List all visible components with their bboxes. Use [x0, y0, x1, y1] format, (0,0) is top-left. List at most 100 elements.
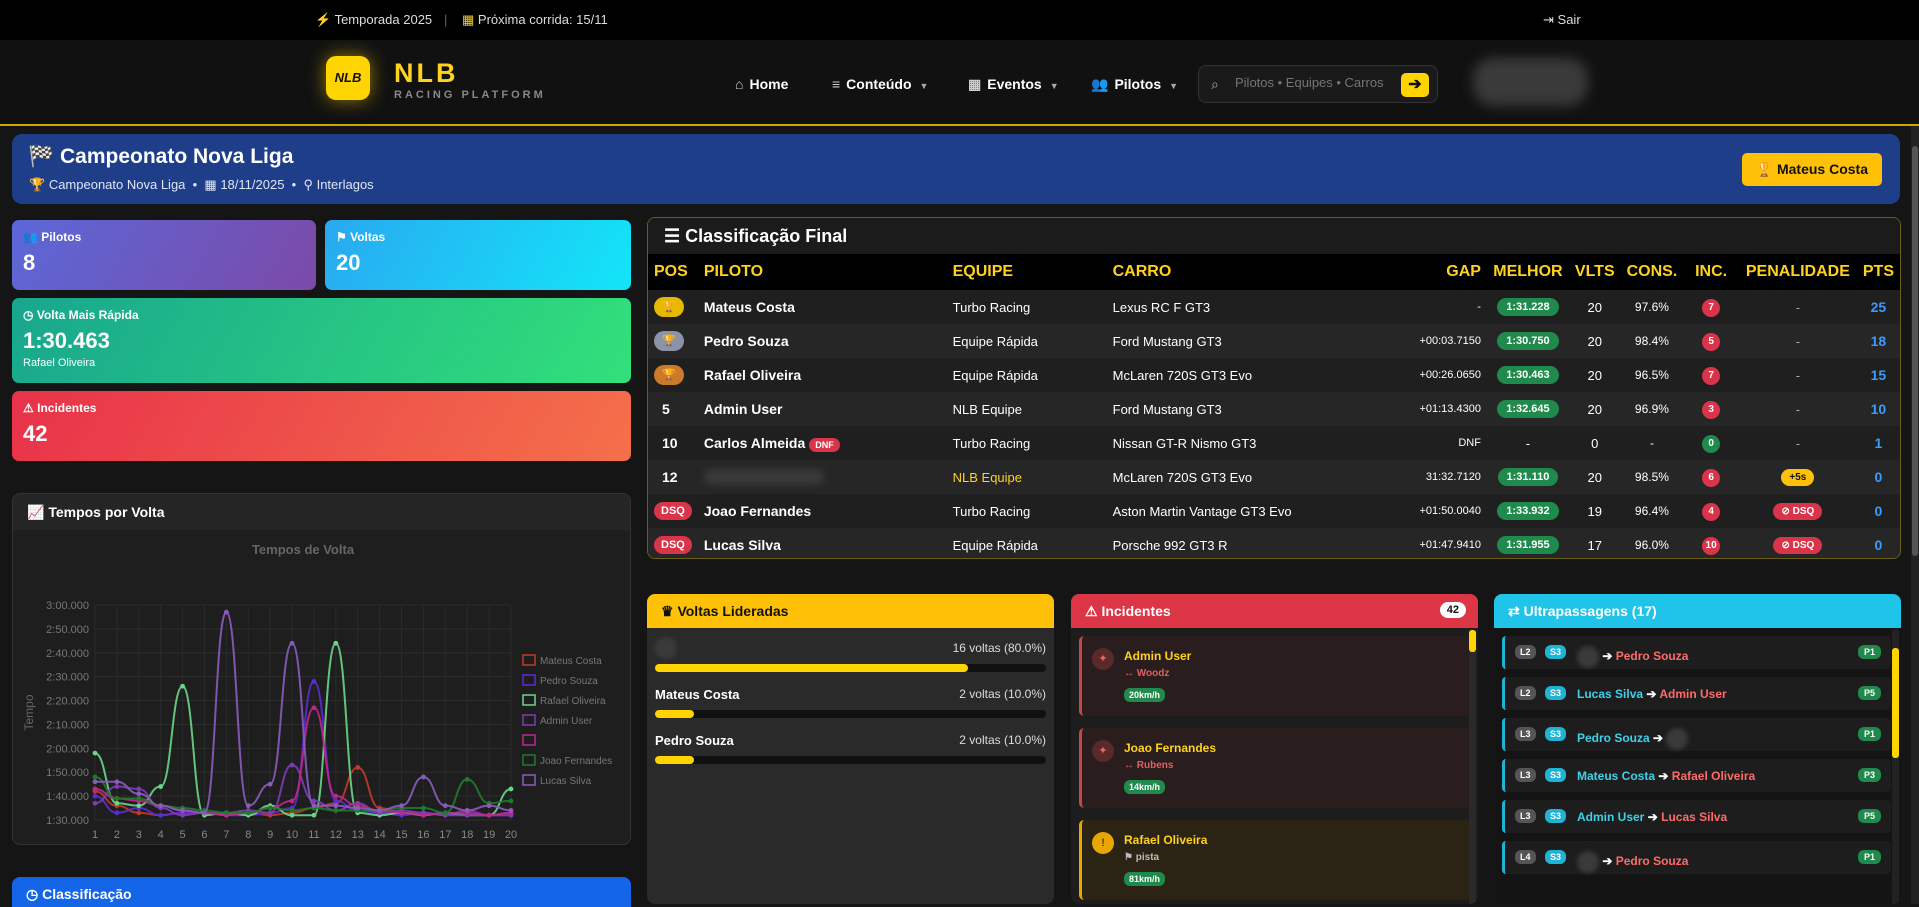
pos-value: 5	[662, 401, 670, 417]
col-inc[interactable]: INC.	[1683, 254, 1739, 290]
incident-item[interactable]: ✦ Joao Fernandes ↔ Rubens 14km/h	[1079, 728, 1470, 808]
overtake-lap: L4	[1515, 850, 1536, 864]
laps-led-title: Voltas Lideradas	[677, 603, 789, 619]
col-gap[interactable]: GAP	[1411, 254, 1487, 290]
scrollbar-thumb[interactable]	[1469, 630, 1476, 652]
col-pos[interactable]: POS	[648, 254, 698, 290]
pos-value: 12	[662, 469, 678, 485]
overtake-item[interactable]: L2 S3 ➔ Pedro Souza P1	[1502, 636, 1891, 669]
col-car[interactable]: CARRO	[1106, 254, 1412, 290]
table-row[interactable]: 5 Admin User NLB Equipe Ford Mustang GT3…	[648, 392, 1900, 426]
col-penalty[interactable]: PENALIDADE	[1738, 254, 1857, 290]
y-tick-label: 2:40.000	[46, 648, 89, 660]
data-point	[399, 803, 404, 809]
cell-laps: 20	[1568, 290, 1621, 324]
brand-name[interactable]: NLB	[394, 58, 459, 88]
winner-badge[interactable]: 🏆 Mateus Costa	[1741, 153, 1882, 186]
best-lap: 1:32.645	[1497, 400, 1559, 418]
table-row[interactable]: 🏆 Rafael Oliveira Equipe Rápida McLaren …	[648, 358, 1900, 392]
col-laps[interactable]: VLTS	[1568, 254, 1621, 290]
data-point	[245, 803, 251, 809]
cell-driver: Rafael Oliveira	[697, 358, 947, 392]
table-row[interactable]: DSQ Joao Fernandes Turbo Racing Aston Ma…	[648, 494, 1900, 528]
nav-content[interactable]: ≡ Conteúdo ▼	[832, 76, 928, 92]
best-lap: 1:33.932	[1497, 502, 1559, 520]
event-meta: 🏆 Campeonato Nova Liga • ▦ 18/11/2025 • …	[29, 177, 374, 192]
brand-logo[interactable]: NLB	[326, 56, 370, 100]
overtake-item[interactable]: L4 S3 ➔ Pedro Souza P1	[1502, 841, 1891, 874]
incidents-scrollbar[interactable]	[1469, 630, 1476, 904]
cell-driver: Mateus Costa	[697, 290, 947, 324]
y-tick-label: 2:50.000	[46, 624, 89, 636]
data-point	[289, 798, 295, 804]
nav-events[interactable]: ▦ Eventos ▼	[968, 76, 1059, 93]
incident-item[interactable]: ✦ Admin User ↔ Woodz 20km/h	[1079, 636, 1470, 716]
driver-avatar-redacted	[655, 637, 677, 659]
x-tick-label: 2	[114, 829, 120, 841]
col-driver[interactable]: PILOTO	[697, 254, 947, 290]
scrollbar-thumb[interactable]	[1892, 648, 1899, 758]
stat-laps: ⚑ Voltas 20	[325, 220, 631, 290]
cell-best: 1:31.955	[1486, 528, 1569, 558]
lap-times-chart[interactable]: Tempos de Volta 1:30.000 1:40.000 1:50.000 2…	[13, 530, 631, 845]
col-pts[interactable]: PTS	[1856, 254, 1900, 290]
page-scrollbar-thumb[interactable]	[1912, 146, 1918, 556]
col-best[interactable]: MELHOR	[1486, 254, 1569, 290]
cell-best: 1:31.110	[1486, 460, 1569, 494]
overtakes-scrollbar[interactable]	[1892, 630, 1899, 904]
ban-icon: ⊘	[1781, 540, 1790, 551]
checkered-flag-icon: 🏁	[28, 145, 55, 168]
event-title: 🏁 Campeonato Nova Liga	[28, 145, 293, 169]
overtake-item[interactable]: L2 S3 Lucas Silva ➔ Admin User P5	[1502, 677, 1891, 710]
overtake-item[interactable]: L3 S3 Mateus Costa ➔ Rafael Oliveira P3	[1502, 759, 1891, 792]
cell-team: Equipe Rápida	[946, 324, 1107, 358]
search-input[interactable]	[1235, 75, 1395, 90]
cell-pts: 10	[1856, 392, 1900, 426]
table-row[interactable]: 🏆 Mateus Costa Turbo Racing Lexus RC F G…	[648, 290, 1900, 324]
col-cons[interactable]: CONS.	[1620, 254, 1684, 290]
incidents-list: ✦ Admin User ↔ Woodz 20km/h ✦ Joao Fernan…	[1071, 636, 1478, 900]
cell-best: -	[1486, 426, 1569, 460]
page-scrollbar[interactable]	[1911, 126, 1919, 904]
legend-label: Joao Fernandes	[540, 756, 612, 767]
overtakes-card: ⇄ Ultrapassagens (17) L2 S3 ➔ Pedro Souz…	[1494, 594, 1901, 904]
logout-link[interactable]: ⇥ Sair	[1543, 12, 1581, 28]
calendar-icon: ▦	[462, 12, 475, 27]
cell-penalty: -	[1738, 426, 1857, 460]
data-point	[158, 784, 164, 789]
penalty-value: -	[1795, 435, 1801, 451]
driver-avatar-redacted	[1666, 728, 1689, 750]
points-value: 0	[1874, 469, 1883, 485]
table-row[interactable]: 10 Carlos Almeida DNF Turbo Racing Nissan…	[648, 426, 1900, 460]
nav-home[interactable]: ⌂ Home	[735, 76, 788, 92]
data-point	[114, 784, 120, 789]
data-point	[92, 774, 98, 780]
table-row[interactable]: 12 NLB Equipe McLaren 720S GT3 Evo 31:32…	[648, 460, 1900, 494]
nav-drivers[interactable]: 👥 Pilotos ▼	[1091, 76, 1178, 93]
overtake-lap: L3	[1515, 727, 1536, 741]
col-team[interactable]: EQUIPE	[946, 254, 1107, 290]
stat-laps-label: ⚑ Voltas	[336, 230, 620, 244]
search-submit-button[interactable]: ➔	[1401, 73, 1429, 97]
x-tick-label: 17	[439, 829, 451, 841]
x-tick-label: 12	[330, 829, 342, 841]
user-avatar[interactable]	[1473, 58, 1588, 106]
nav-content-label: Conteúdo	[846, 76, 912, 92]
incident-item[interactable]: ! Rafael Oliveira ⚑ pista 81km/h	[1079, 820, 1470, 900]
overtake-to: Pedro Souza	[1615, 649, 1689, 664]
overtake-text: Mateus Costa ➔ Rafael Oliveira	[1577, 769, 1755, 783]
stat-drivers-label-text: Pilotos	[41, 230, 82, 244]
list-icon: ☰	[664, 226, 681, 246]
data-point	[486, 812, 492, 818]
cell-gap: 31:32.7120	[1411, 460, 1487, 494]
data-point	[114, 779, 120, 785]
table-row[interactable]: DSQ Lucas Silva Equipe Rápida Porsche 99…	[648, 528, 1900, 558]
overtake-item[interactable]: L3 S3 Pedro Souza ➔ P1	[1502, 718, 1891, 751]
data-point	[92, 786, 98, 792]
event-date: 18/11/2025	[220, 177, 285, 192]
penalty-dsq-text: DSQ	[1792, 506, 1815, 517]
table-row[interactable]: 🏆 Pedro Souza Equipe Rápida Ford Mustang…	[648, 324, 1900, 358]
overtake-item[interactable]: L3 S3 Admin User ➔ Lucas Silva P5	[1502, 800, 1891, 833]
incident-count: 10	[1702, 536, 1721, 555]
data-point	[136, 786, 142, 792]
